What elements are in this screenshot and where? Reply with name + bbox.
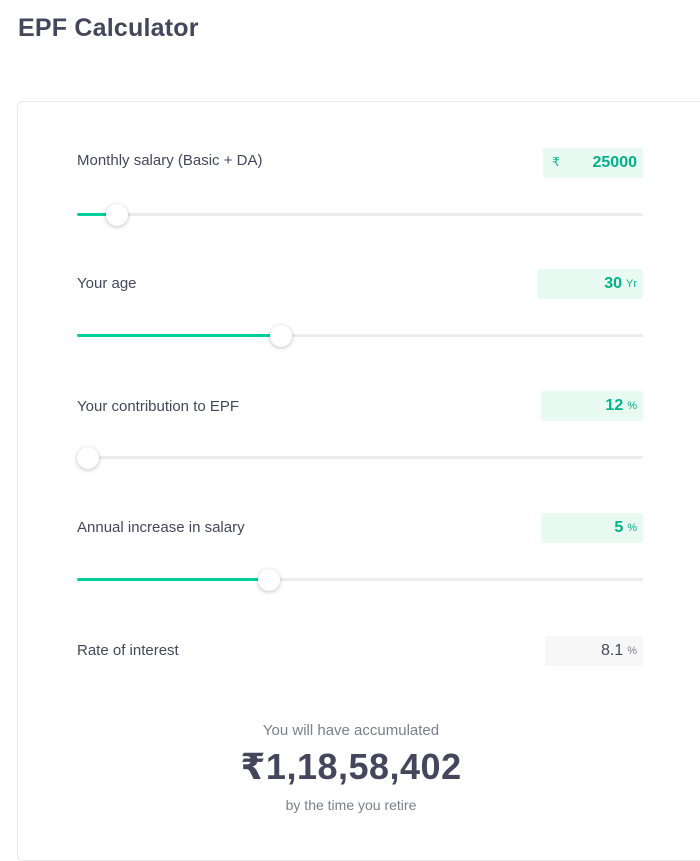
percent-unit: %: [627, 645, 637, 657]
salary-slider[interactable]: [77, 204, 643, 226]
contribution-slider[interactable]: [77, 447, 643, 469]
age-unit: Yr: [626, 278, 637, 290]
percent-unit: %: [627, 400, 637, 412]
salary-value: 25000: [592, 154, 638, 171]
salary-input[interactable]: ₹ 25000: [543, 148, 643, 178]
salary-label: Monthly salary (Basic + DA): [77, 152, 263, 169]
result-amount: ₹1,18,58,402: [240, 746, 462, 787]
interest-value-box: 8.1 %: [545, 636, 643, 666]
interest-label: Rate of interest: [77, 642, 179, 659]
slider-rail: [77, 456, 643, 459]
slider-thumb[interactable]: [106, 204, 128, 226]
rupee-icon: ₹: [552, 155, 560, 169]
slider-fill: [77, 334, 281, 337]
contribution-value: 12: [605, 397, 624, 414]
result-label: You will have accumulated: [262, 722, 440, 739]
increase-input[interactable]: 5 %: [541, 513, 643, 543]
increase-label: Annual increase in salary: [77, 519, 245, 536]
increase-value: 5: [614, 519, 624, 536]
contribution-input[interactable]: 12 %: [541, 391, 643, 421]
page-title: EPF Calculator: [18, 14, 199, 42]
result-section: You will have accumulated ₹1,18,58,402 b…: [1, 722, 700, 813]
slider-rail: [77, 578, 643, 581]
slider-rail: [77, 334, 643, 337]
age-value: 30: [604, 275, 622, 292]
age-input[interactable]: 30 Yr: [537, 269, 643, 299]
interest-value: 8.1: [600, 642, 624, 659]
age-slider[interactable]: [77, 325, 643, 347]
percent-unit: %: [627, 522, 637, 534]
slider-thumb[interactable]: [77, 447, 99, 469]
slider-thumb[interactable]: [270, 325, 292, 347]
contribution-label: Your contribution to EPF: [77, 398, 240, 415]
calculator-card: Monthly salary (Basic + DA) ₹ 25000 Your…: [17, 101, 700, 861]
slider-thumb[interactable]: [258, 569, 280, 591]
age-label: Your age: [77, 275, 137, 292]
slider-rail: [77, 213, 643, 216]
slider-fill: [77, 578, 269, 581]
increase-slider[interactable]: [77, 569, 643, 591]
slider-fill: [77, 213, 117, 216]
result-sublabel: by the time you retire: [285, 797, 417, 813]
